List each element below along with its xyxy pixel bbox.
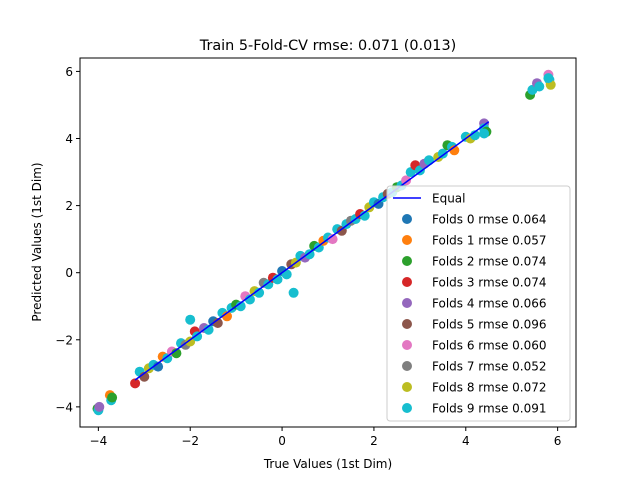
data-point-fold-9 xyxy=(272,274,283,285)
x-tick-label: 6 xyxy=(554,434,562,448)
data-point-fold-0 xyxy=(153,361,164,372)
legend-label-fold-6: Folds 6 rmse 0.060 xyxy=(432,339,547,353)
data-point-fold-2 xyxy=(171,348,182,359)
data-point-fold-9 xyxy=(479,128,490,139)
legend-swatch-fold-0 xyxy=(402,214,412,224)
data-point-fold-9 xyxy=(281,269,292,280)
x-tick-label: 4 xyxy=(462,434,470,448)
legend-label-fold-0: Folds 0 rmse 0.064 xyxy=(432,213,547,227)
legend-swatch-fold-4 xyxy=(402,298,412,308)
y-tick-label: 0 xyxy=(65,266,73,280)
data-point-fold-9 xyxy=(185,314,196,325)
plot-area xyxy=(92,69,556,416)
data-point-fold-9 xyxy=(437,148,448,159)
legend-swatch-fold-9 xyxy=(402,403,412,413)
data-point-fold-9 xyxy=(244,294,255,305)
legend-label-fold-9: Folds 9 rmse 0.091 xyxy=(432,402,547,416)
data-point-fold-8 xyxy=(185,336,196,347)
legend-swatch-fold-5 xyxy=(402,319,412,329)
y-tick-label: 2 xyxy=(65,199,73,213)
legend-label-fold-8: Folds 8 rmse 0.072 xyxy=(432,381,547,395)
legend-label-fold-7: Folds 7 rmse 0.052 xyxy=(432,360,547,374)
data-point-fold-9 xyxy=(192,331,203,342)
data-point-fold-4 xyxy=(94,401,105,412)
x-tick-label: 2 xyxy=(370,434,378,448)
x-tick-label: −4 xyxy=(90,434,108,448)
legend-swatch-fold-2 xyxy=(402,256,412,266)
data-point-fold-5 xyxy=(212,318,223,328)
data-point-fold-9 xyxy=(288,287,299,298)
legend-label-fold-3: Folds 3 rmse 0.074 xyxy=(432,276,547,290)
data-point-fold-3 xyxy=(130,378,141,389)
legend-swatch-fold-3 xyxy=(402,277,412,287)
y-tick-label: −2 xyxy=(55,333,73,347)
data-point-fold-9 xyxy=(534,81,545,92)
legend-label-fold-2: Folds 2 rmse 0.074 xyxy=(432,255,547,269)
x-tick-label: 0 xyxy=(278,434,286,448)
data-point-fold-9 xyxy=(359,210,370,221)
axes-frame xyxy=(79,57,577,428)
data-point-fold-9 xyxy=(543,73,554,84)
legend-swatch-fold-6 xyxy=(402,340,412,350)
data-point-fold-9 xyxy=(304,249,315,260)
legend-swatch-fold-7 xyxy=(402,361,412,371)
chart-title: Train 5-Fold-CV rmse: 0.071 (0.013) xyxy=(199,38,456,54)
legend-label-fold-1: Folds 1 rmse 0.057 xyxy=(432,234,547,248)
y-tick-label: 6 xyxy=(65,65,73,79)
data-point-fold-1 xyxy=(222,311,232,322)
legend-swatch-fold-8 xyxy=(402,382,412,392)
x-axis-ticks: −4 −2 0 2 4 6 xyxy=(90,427,562,448)
legend: Equal Folds 0 rmse 0.064 Folds 1 rmse 0.05… xyxy=(386,185,571,422)
equal-line xyxy=(134,121,490,381)
data-point-fold-9 xyxy=(235,301,246,312)
y-tick-label: 4 xyxy=(65,132,73,146)
data-point-fold-6 xyxy=(401,175,412,186)
y-axis-label: Predicted Values (1st Dim) xyxy=(30,162,44,321)
data-point-fold-9 xyxy=(254,287,265,298)
legend-label-equal: Equal xyxy=(432,192,466,206)
y-tick-label: −4 xyxy=(55,400,73,414)
legend-label-fold-5: Folds 5 rmse 0.096 xyxy=(432,318,547,332)
legend-box xyxy=(386,185,571,422)
data-point-fold-9 xyxy=(424,155,434,166)
data-point-fold-5 xyxy=(139,371,150,382)
data-point-fold-2 xyxy=(107,392,118,403)
y-axis-ticks: −4 −2 0 2 4 6 xyxy=(55,65,80,414)
x-axis-label: True Values (1st Dim) xyxy=(263,457,392,471)
legend-label-fold-4: Folds 4 rmse 0.066 xyxy=(432,297,547,311)
data-point-fold-6 xyxy=(327,234,338,245)
x-tick-label: −2 xyxy=(181,434,199,448)
legend-swatch-fold-1 xyxy=(402,235,412,245)
data-point-fold-9 xyxy=(203,324,214,335)
